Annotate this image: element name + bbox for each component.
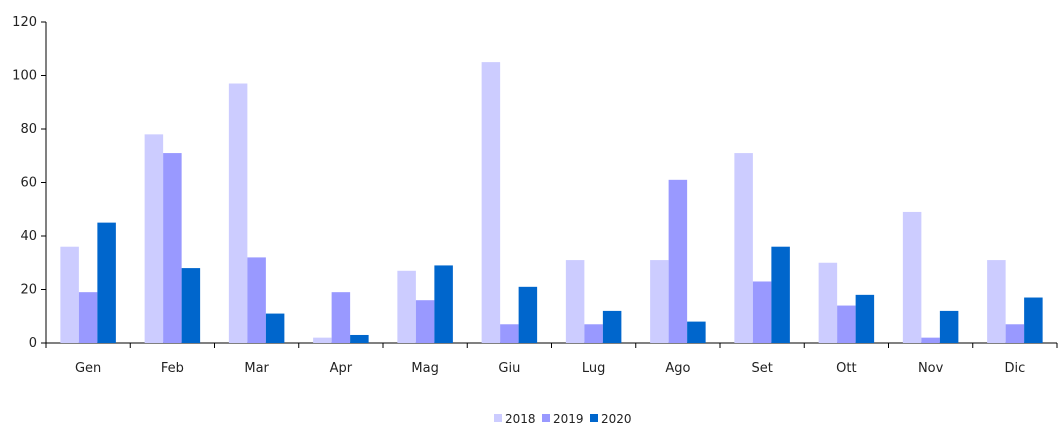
x-tick-label: Mar	[244, 361, 269, 376]
bar-2020-apr	[350, 334, 369, 343]
bar-2020-giu	[518, 286, 538, 343]
x-tick-label: Feb	[161, 361, 184, 376]
bar-2018-set	[734, 153, 753, 343]
bar-2020-ott	[855, 294, 875, 343]
bar-2018-gen	[60, 246, 79, 343]
x-tick-label: Lug	[582, 361, 606, 376]
legend-label-2019: 2019	[553, 412, 584, 426]
bar-2020-nov	[939, 310, 959, 343]
bar-2018-apr	[313, 337, 332, 343]
y-tick-label: 40	[20, 229, 37, 244]
bar-2018-nov	[902, 211, 922, 343]
bar-2018-ott	[818, 262, 838, 343]
x-tick-label: Set	[751, 361, 772, 376]
x-tick-label: Dic	[1004, 361, 1025, 376]
bar-2018-dic	[987, 260, 1006, 343]
legend-swatch-2020	[590, 414, 598, 422]
x-tick-label: Ago	[665, 361, 690, 376]
bar-2019-gen	[78, 292, 98, 343]
legend-label-2020: 2020	[601, 412, 632, 426]
y-tick-label: 60	[20, 176, 37, 191]
x-tick-label: Gen	[75, 361, 101, 376]
bar-2020-mar	[265, 313, 285, 343]
bar-2019-lug	[584, 324, 603, 343]
bar-2019-ott	[837, 305, 856, 343]
bar-2020-dic	[1024, 297, 1043, 343]
legend-swatch-2019	[542, 414, 550, 422]
bar-2020-mag	[434, 265, 453, 343]
legend-swatch-2018	[494, 414, 502, 422]
bar-2020-lug	[602, 310, 622, 343]
bar-2019-giu	[500, 324, 519, 343]
bar-2018-giu	[481, 62, 501, 343]
x-axis: Gen Feb Mar Apr Mag Giu Lug Ago Set Ott Nov Dic	[45, 342, 1058, 376]
bar-2019-nov	[921, 337, 940, 343]
bar-2020-set	[771, 246, 790, 343]
y-tick-label: 80	[20, 122, 37, 137]
bar-2019-set	[752, 281, 772, 343]
bar-2018-lug	[565, 260, 585, 343]
bar-2018-feb	[144, 134, 164, 343]
bar-2018-ago	[650, 260, 669, 343]
y-tick-label: 20	[20, 283, 37, 298]
bar-2019-ago	[668, 179, 688, 343]
legend-label-2018: 2018	[505, 412, 536, 426]
bar-2019-mar	[247, 257, 266, 343]
bar-2019-mag	[415, 300, 435, 343]
bar-2019-apr	[331, 292, 351, 343]
bar-2020-ago	[687, 321, 706, 343]
legend: 2018 2019 2020	[494, 412, 632, 426]
bar-2020-feb	[181, 268, 201, 343]
y-axis: 0 20 40 60 80 100 120	[12, 15, 47, 351]
x-tick-label: Giu	[498, 361, 520, 376]
x-tick-label: Nov	[918, 361, 944, 376]
bar-2018-mar	[228, 83, 248, 344]
bars	[60, 62, 1043, 344]
y-tick-label: 120	[12, 15, 37, 30]
x-tick-label: Apr	[330, 361, 353, 376]
x-tick-label: Mag	[411, 361, 438, 376]
y-tick-label: 0	[29, 336, 37, 351]
bar-2019-dic	[1005, 324, 1025, 343]
y-tick-label: 100	[12, 69, 37, 84]
bar-2019-feb	[163, 153, 182, 343]
bar-2020-gen	[97, 222, 116, 343]
x-tick-label: Ott	[836, 361, 856, 376]
bar-2018-mag	[397, 270, 416, 343]
